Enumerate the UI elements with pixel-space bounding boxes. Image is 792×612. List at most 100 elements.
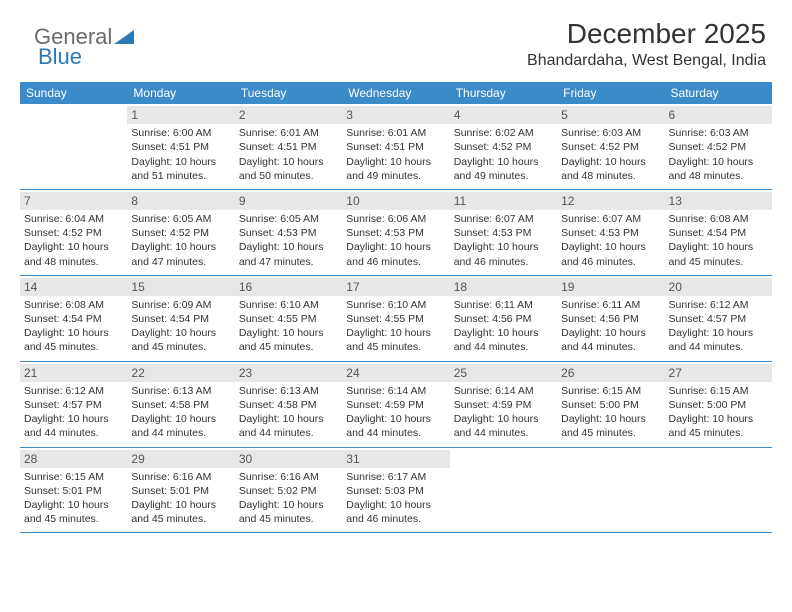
day-detail-line: Sunset: 4:55 PM bbox=[346, 312, 445, 326]
day-detail-line: Sunset: 5:00 PM bbox=[669, 398, 768, 412]
day-detail-line: Sunset: 4:52 PM bbox=[561, 140, 660, 154]
day-detail-line: Daylight: 10 hours and 49 minutes. bbox=[454, 155, 553, 183]
day-number: 19 bbox=[557, 278, 664, 296]
day-detail-line: Sunrise: 6:07 AM bbox=[454, 212, 553, 226]
day-detail-line: Daylight: 10 hours and 46 minutes. bbox=[561, 240, 660, 268]
day-detail-line: Sunrise: 6:12 AM bbox=[24, 384, 123, 398]
day-cell: 17Sunrise: 6:10 AMSunset: 4:55 PMDayligh… bbox=[342, 276, 449, 361]
day-number: 6 bbox=[665, 106, 772, 124]
day-cell: 2Sunrise: 6:01 AMSunset: 4:51 PMDaylight… bbox=[235, 104, 342, 189]
logo-triangle-icon bbox=[114, 28, 136, 46]
day-number: 17 bbox=[342, 278, 449, 296]
calendar-grid: SundayMondayTuesdayWednesdayThursdayFrid… bbox=[20, 82, 772, 533]
day-detail-line: Sunrise: 6:14 AM bbox=[454, 384, 553, 398]
day-detail-line: Sunrise: 6:09 AM bbox=[131, 298, 230, 312]
day-number: 2 bbox=[235, 106, 342, 124]
day-cell: 11Sunrise: 6:07 AMSunset: 4:53 PMDayligh… bbox=[450, 190, 557, 275]
day-cell: 14Sunrise: 6:08 AMSunset: 4:54 PMDayligh… bbox=[20, 276, 127, 361]
day-cell: 1Sunrise: 6:00 AMSunset: 4:51 PMDaylight… bbox=[127, 104, 234, 189]
day-detail-line: Sunrise: 6:03 AM bbox=[561, 126, 660, 140]
day-number: 4 bbox=[450, 106, 557, 124]
day-number: 31 bbox=[342, 450, 449, 468]
day-detail-line: Sunrise: 6:13 AM bbox=[239, 384, 338, 398]
day-cell: 15Sunrise: 6:09 AMSunset: 4:54 PMDayligh… bbox=[127, 276, 234, 361]
day-cell: 5 Sunrise: 6:03 AMSunset: 4:52 PMDaylight… bbox=[557, 104, 664, 189]
day-detail-line: Sunset: 4:57 PM bbox=[24, 398, 123, 412]
day-detail-line: Sunrise: 6:08 AM bbox=[24, 298, 123, 312]
day-cell bbox=[557, 448, 664, 533]
weekday-header: Wednesday bbox=[342, 82, 449, 104]
day-cell: 19Sunrise: 6:11 AMSunset: 4:56 PMDayligh… bbox=[557, 276, 664, 361]
day-detail-line: Sunrise: 6:05 AM bbox=[239, 212, 338, 226]
day-detail-line: Sunrise: 6:14 AM bbox=[346, 384, 445, 398]
day-detail-line: Sunrise: 6:15 AM bbox=[669, 384, 768, 398]
week-row: 7 Sunrise: 6:04 AMSunset: 4:52 PM Daylight… bbox=[20, 190, 772, 276]
day-detail-line: Sunset: 4:53 PM bbox=[239, 226, 338, 240]
day-detail-line: Sunrise: 6:15 AM bbox=[561, 384, 660, 398]
day-number: 3 bbox=[342, 106, 449, 124]
day-cell: 20Sunrise: 6:12 AMSunset: 4:57 PMDayligh… bbox=[665, 276, 772, 361]
weekday-header: Monday bbox=[127, 82, 234, 104]
day-cell bbox=[665, 448, 772, 533]
day-cell: 8Sunrise: 6:05 AMSunset: 4:52 PMDaylight… bbox=[127, 190, 234, 275]
weekday-header: Friday bbox=[557, 82, 664, 104]
day-detail-line: Sunset: 4:55 PM bbox=[239, 312, 338, 326]
day-detail-line: Sunrise: 6:01 AM bbox=[346, 126, 445, 140]
day-detail-line: Sunset: 4:52 PM bbox=[24, 226, 123, 240]
day-number: 30 bbox=[235, 450, 342, 468]
location-label: Bhandardaha, West Bengal, India bbox=[527, 52, 766, 70]
day-detail-line: Sunrise: 6:16 AM bbox=[131, 470, 230, 484]
day-detail-line: Sunrise: 6:04 AM bbox=[24, 212, 123, 226]
day-detail-line: Sunset: 4:51 PM bbox=[239, 140, 338, 154]
day-detail-line: Sunset: 4:51 PM bbox=[346, 140, 445, 154]
weekday-header-row: SundayMondayTuesdayWednesdayThursdayFrid… bbox=[20, 82, 772, 104]
day-detail-line: Sunset: 4:51 PM bbox=[131, 140, 230, 154]
week-row: 28Sunrise: 6:15 AMSunset: 5:01 PMDayligh… bbox=[20, 448, 772, 534]
day-cell bbox=[450, 448, 557, 533]
day-detail-line: Sunrise: 6:15 AM bbox=[24, 470, 123, 484]
day-detail-line: Sunset: 4:58 PM bbox=[239, 398, 338, 412]
day-detail-line: Daylight: 10 hours and 44 minutes. bbox=[454, 326, 553, 354]
logo-text-blue: Blue bbox=[38, 44, 82, 70]
day-number: 7 bbox=[20, 192, 127, 210]
day-detail-line: Sunrise: 6:11 AM bbox=[561, 298, 660, 312]
day-cell: 18Sunrise: 6:11 AMSunset: 4:56 PMDayligh… bbox=[450, 276, 557, 361]
day-cell: 12Sunrise: 6:07 AMSunset: 4:53 PMDayligh… bbox=[557, 190, 664, 275]
day-detail-line: Sunset: 4:59 PM bbox=[346, 398, 445, 412]
day-detail-line: Sunset: 4:56 PM bbox=[454, 312, 553, 326]
day-number: 5 bbox=[557, 106, 664, 124]
day-detail-line: Sunrise: 6:10 AM bbox=[346, 298, 445, 312]
day-detail-line: Daylight: 10 hours and 47 minutes. bbox=[131, 240, 230, 268]
day-detail-line: Daylight: 10 hours and 45 minutes. bbox=[24, 326, 123, 354]
day-cell: 6Sunrise: 6:03 AMSunset: 4:52 PMDaylight… bbox=[665, 104, 772, 189]
day-number: 9 bbox=[235, 192, 342, 210]
day-number: 23 bbox=[235, 364, 342, 382]
day-detail-line: Sunset: 5:03 PM bbox=[346, 484, 445, 498]
day-cell: 10Sunrise: 6:06 AMSunset: 4:53 PMDayligh… bbox=[342, 190, 449, 275]
day-detail-line: Daylight: 10 hours and 48 minutes. bbox=[561, 155, 660, 183]
day-detail-line: Sunrise: 6:01 AM bbox=[239, 126, 338, 140]
day-detail-line: Daylight: 10 hours and 49 minutes. bbox=[346, 155, 445, 183]
day-detail-line: Daylight: 10 hours and 44 minutes. bbox=[346, 412, 445, 440]
day-cell: 23Sunrise: 6:13 AMSunset: 4:58 PMDayligh… bbox=[235, 362, 342, 447]
day-cell: 4Sunrise: 6:02 AMSunset: 4:52 PMDaylight… bbox=[450, 104, 557, 189]
weekday-header: Thursday bbox=[450, 82, 557, 104]
weekday-header: Tuesday bbox=[235, 82, 342, 104]
day-detail-line: Sunrise: 6:13 AM bbox=[131, 384, 230, 398]
day-detail-line: Sunset: 4:54 PM bbox=[24, 312, 123, 326]
day-detail-line: Sunset: 5:01 PM bbox=[131, 484, 230, 498]
day-detail-line: Daylight: 10 hours and 45 minutes. bbox=[131, 326, 230, 354]
day-detail-line: Sunset: 4:53 PM bbox=[561, 226, 660, 240]
day-detail-line: Daylight: 10 hours and 45 minutes. bbox=[561, 412, 660, 440]
day-detail-line: Sunset: 4:58 PM bbox=[131, 398, 230, 412]
day-number: 28 bbox=[20, 450, 127, 468]
week-row: 1Sunrise: 6:00 AMSunset: 4:51 PMDaylight… bbox=[20, 104, 772, 190]
day-number: 25 bbox=[450, 364, 557, 382]
day-detail-line: Sunset: 4:52 PM bbox=[669, 140, 768, 154]
day-cell: 3 Sunrise: 6:01 AMSunset: 4:51 PMDaylight… bbox=[342, 104, 449, 189]
day-number: 18 bbox=[450, 278, 557, 296]
day-detail-line: Daylight: 10 hours and 45 minutes. bbox=[239, 326, 338, 354]
day-detail-line: Daylight: 10 hours and 47 minutes. bbox=[239, 240, 338, 268]
day-number: 24 bbox=[342, 364, 449, 382]
day-detail-line: Daylight: 10 hours and 44 minutes. bbox=[561, 326, 660, 354]
